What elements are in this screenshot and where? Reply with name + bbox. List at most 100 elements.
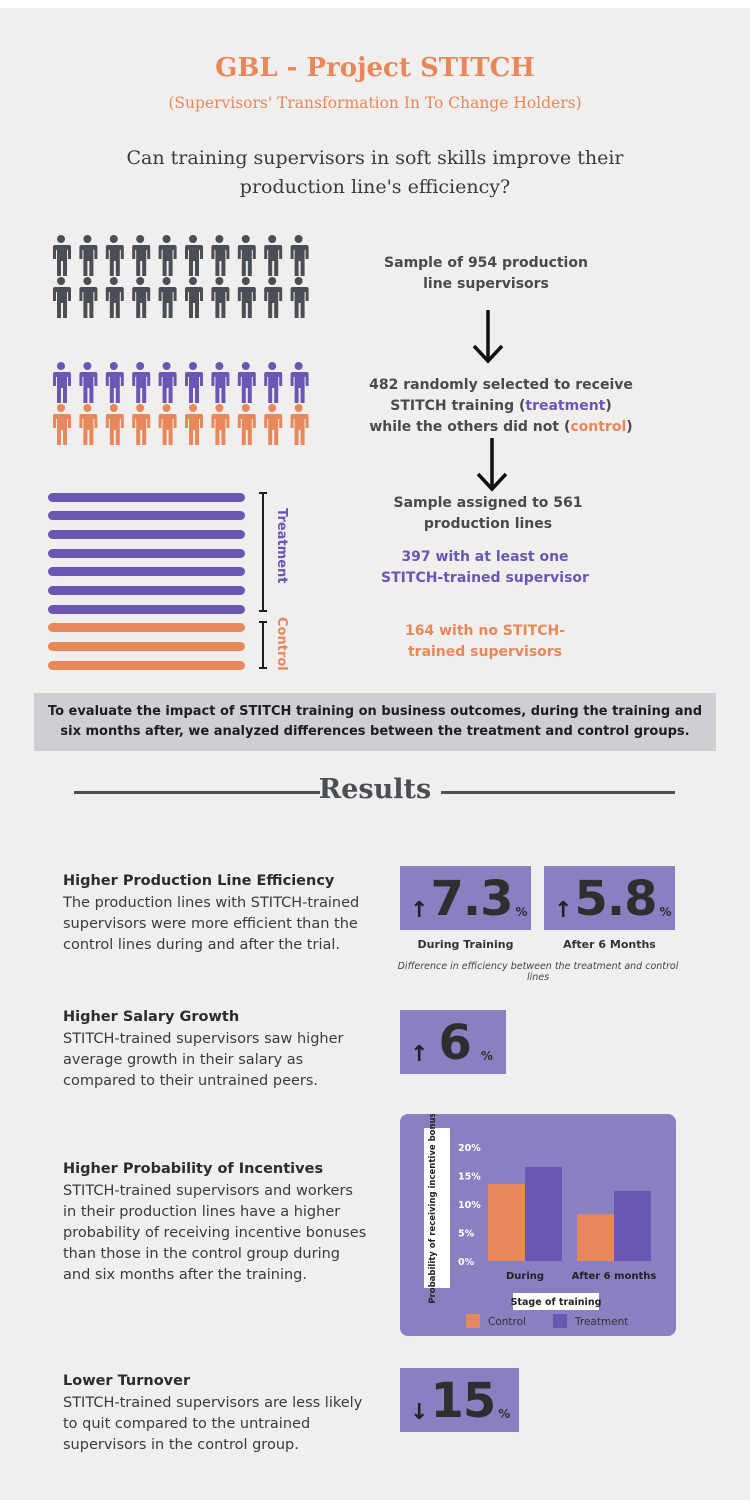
person-icon	[185, 362, 203, 403]
treatment-word: treatment	[525, 398, 606, 414]
treatment-line-bar	[48, 493, 245, 502]
down-arrow-icon: ↓	[410, 1400, 429, 1425]
person-icon	[158, 404, 177, 445]
results-rule-right	[441, 791, 675, 794]
person-icon	[79, 404, 98, 445]
person-icon	[53, 362, 71, 403]
bar-control-0	[488, 1184, 525, 1261]
person-icon	[79, 362, 98, 403]
person-icon	[290, 362, 309, 403]
turnover-box: ↓ 15 %	[400, 1368, 519, 1432]
infographic-page: GBL - Project STITCH (Supervisors' Trans…	[0, 8, 750, 1500]
turnover-title: Lower Turnover	[63, 1373, 191, 1389]
treatment-line-bar	[48, 511, 245, 520]
person-icon	[105, 235, 124, 276]
person-icon	[53, 404, 71, 445]
person-icon	[237, 404, 256, 445]
person-icon	[53, 277, 71, 318]
incentives-chart: Probability of receiving incentive bonus…	[400, 1114, 676, 1336]
up-arrow-icon: ↑	[410, 898, 429, 923]
incentives-title: Higher Probability of Incentives	[63, 1161, 324, 1177]
during-training-label: During Training	[417, 938, 514, 951]
results-rule-left	[74, 791, 320, 794]
person-icon	[185, 404, 203, 445]
y-tick-label: 5%	[458, 1229, 475, 1240]
after-6-months-label: After 6 Months	[563, 938, 656, 951]
efficiency-during-value: 7.3	[430, 871, 513, 927]
person-icon	[53, 235, 71, 276]
person-icon	[264, 362, 283, 403]
person-icon	[132, 277, 151, 318]
methodology-banner: To evaluate the impact of STITCH trainin…	[34, 693, 716, 751]
person-icon	[211, 362, 230, 403]
y-tick-label: 10%	[458, 1200, 481, 1211]
x-category-label: After 6 months	[572, 1271, 657, 1282]
person-icon	[237, 362, 256, 403]
person-icon	[211, 277, 230, 318]
down-arrow-icon	[476, 438, 508, 492]
legend-swatch	[553, 1314, 567, 1328]
salary-box: ↑ 6 %	[400, 1010, 506, 1074]
salary-value: 6	[438, 1015, 471, 1071]
legend-label: Treatment	[574, 1316, 628, 1328]
person-icon	[185, 235, 203, 276]
turnover-value: 15	[430, 1373, 496, 1429]
person-icon	[237, 277, 256, 318]
person-icon	[211, 404, 230, 445]
page-subtitle: (Supervisors' Transformation In To Chang…	[168, 94, 582, 112]
efficiency-note: Difference in efficiency between the tre…	[397, 961, 679, 983]
legend-swatch	[466, 1314, 480, 1328]
treatment-line-bar	[48, 567, 245, 576]
person-icon	[290, 277, 309, 318]
person-icon	[158, 235, 177, 276]
people-icons-row-dark-1	[48, 234, 314, 276]
bar-treatment-1	[614, 1190, 651, 1261]
x-axis-label-panel	[513, 1293, 599, 1310]
research-question: Can training supervisors in soft skills …	[126, 147, 624, 198]
control-line-bar	[48, 623, 245, 632]
people-icons-orange	[53, 404, 309, 445]
person-icon	[185, 277, 203, 318]
incentives-body: STITCH-trained supervisors and workers i…	[63, 1183, 367, 1283]
up-arrow-icon: ↑	[554, 898, 573, 923]
control-lines-text: 164 with no STITCH-trained supervisors	[404, 623, 565, 660]
step-sample-text: Sample of 954 production line supervisor…	[384, 255, 588, 292]
person-icon	[79, 235, 98, 276]
turnover-body: STITCH-trained supervisors are less like…	[63, 1395, 363, 1453]
treatment-line-bar	[48, 530, 245, 539]
person-icon	[290, 235, 309, 276]
person-icon	[264, 277, 283, 318]
group-brackets	[259, 492, 267, 669]
treatment-line-bar	[48, 586, 245, 595]
treatment-line-bar	[48, 549, 245, 558]
x-axis-label: Stage of training	[511, 1297, 602, 1308]
people-icons-row-dark-2	[48, 276, 314, 318]
person-icon	[105, 277, 124, 318]
bar-treatment-0	[525, 1166, 562, 1261]
control-bracket-label: Control	[274, 617, 289, 671]
person-icon	[158, 362, 177, 403]
control-line-bar	[48, 642, 245, 651]
treatment-line-bar	[48, 605, 245, 614]
step-randomization-text: 482 randomly selected to receive STITCH …	[369, 377, 633, 435]
page-title: GBL - Project STITCH	[215, 53, 535, 83]
people-icons-purple	[53, 362, 309, 403]
people-icons-row-purple	[48, 361, 314, 403]
control-word: control	[570, 419, 627, 435]
y-tick-label: 0%	[458, 1257, 475, 1268]
y-axis-label-panel	[424, 1128, 450, 1288]
people-icons-dark-1	[53, 235, 309, 276]
person-icon	[211, 235, 230, 276]
person-icon	[79, 277, 98, 318]
people-icons-dark-2	[53, 277, 309, 318]
efficiency-after-value: 5.8	[574, 871, 657, 927]
person-icon	[132, 404, 151, 445]
efficiency-body: The production lines with STITCH-trained…	[63, 895, 360, 953]
results-heading: Results	[318, 774, 432, 805]
salary-title: Higher Salary Growth	[63, 1009, 240, 1025]
methodology-text: To evaluate the impact of STITCH trainin…	[47, 704, 703, 739]
person-icon	[237, 235, 256, 276]
step-lines-text: Sample assigned to 561 production lines	[393, 495, 583, 532]
efficiency-during-box: ↑ 7.3 %	[400, 866, 531, 930]
legend-label: Control	[488, 1316, 526, 1328]
